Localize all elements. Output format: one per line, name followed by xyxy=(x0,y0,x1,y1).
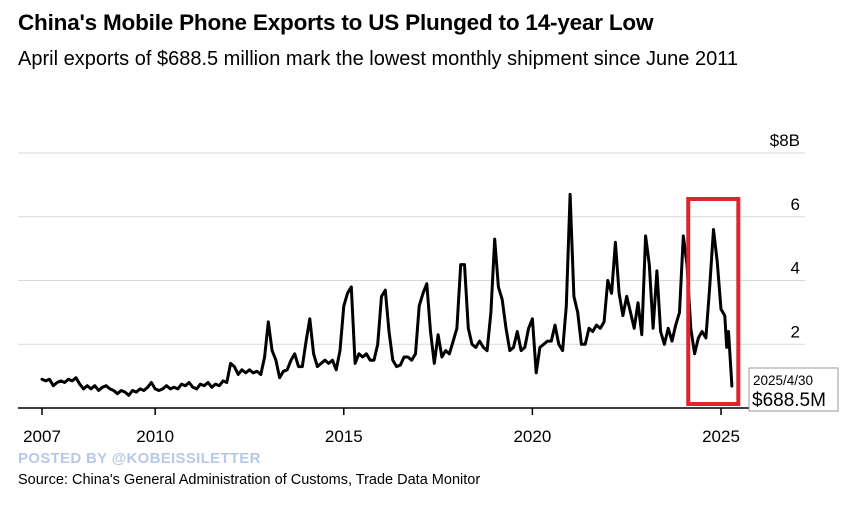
chart-subtitle: April exports of $688.5 million mark the… xyxy=(18,48,738,70)
x-tick-label: 2010 xyxy=(136,427,174,446)
y-tick-label: 2 xyxy=(791,322,800,341)
y-tick-label: 4 xyxy=(791,259,800,278)
annotation-date: 2025/4/30 xyxy=(753,373,813,388)
chart-title: China's Mobile Phone Exports to US Plung… xyxy=(18,10,654,35)
credit-watermark: POSTED BY @KOBEISSILETTER xyxy=(18,450,261,467)
x-tick-label: 2025 xyxy=(702,427,740,446)
source-note: Source: China's General Administration o… xyxy=(18,472,481,488)
x-tick-label: 2015 xyxy=(325,427,363,446)
annotation: 2025/4/30 $688.5M xyxy=(748,367,839,412)
highlight-box xyxy=(686,197,741,406)
annotation-value: $688.5M xyxy=(752,390,826,411)
y-tick-label: $8B xyxy=(770,131,800,150)
series-line xyxy=(40,192,734,397)
y-tick-label: 6 xyxy=(791,195,800,214)
annotation-box xyxy=(748,367,839,412)
x-tick-label: 2020 xyxy=(513,427,551,446)
x-tick-label: 2007 xyxy=(23,427,61,446)
